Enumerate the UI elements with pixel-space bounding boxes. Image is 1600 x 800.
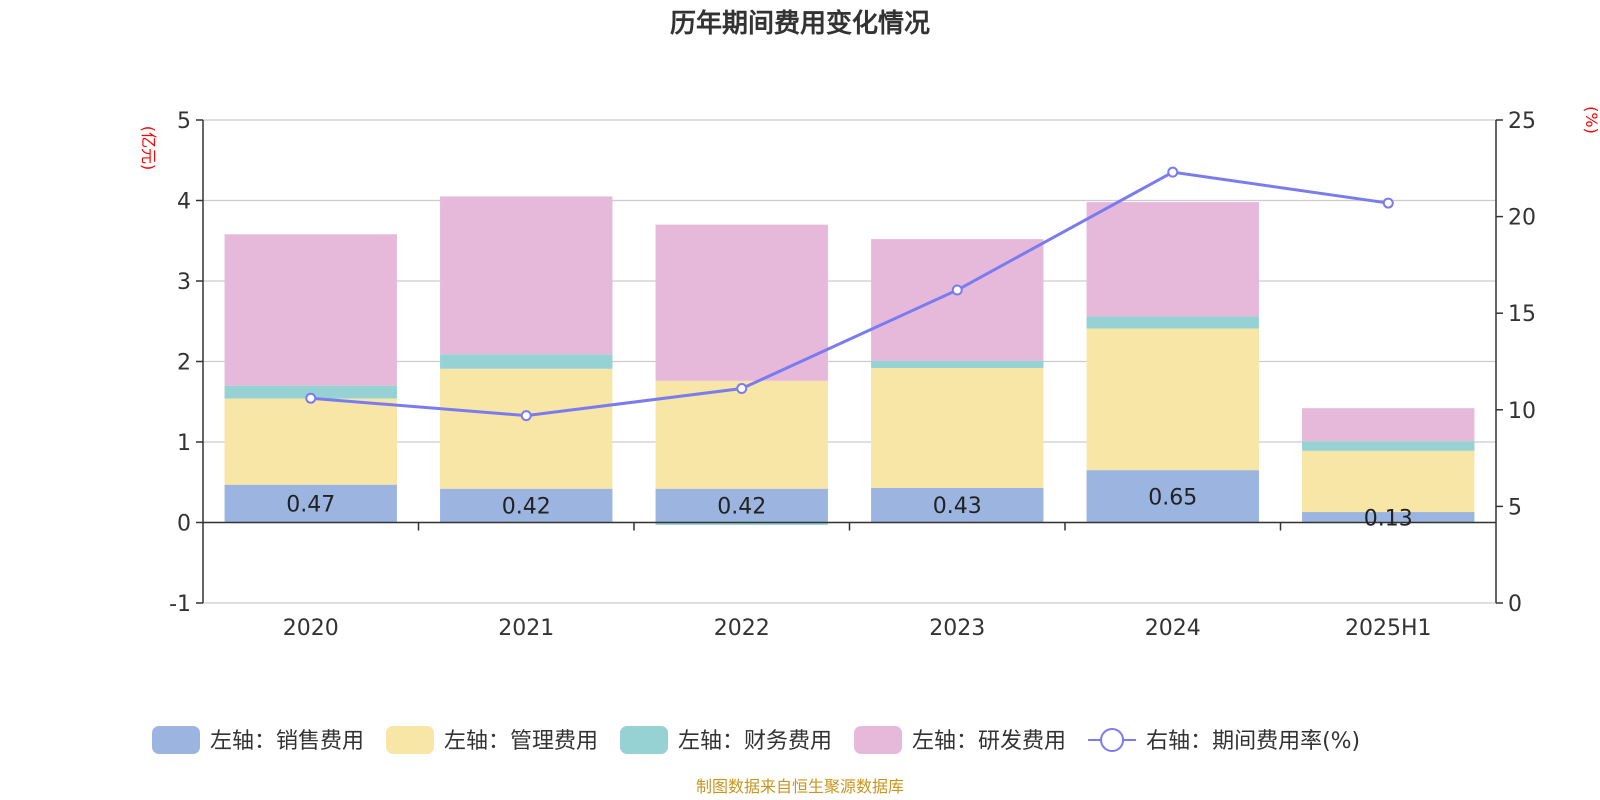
data-label: 0.42 bbox=[717, 495, 766, 520]
legend-label: 右轴：期间费用率(%) bbox=[1146, 729, 1360, 754]
bar-segment bbox=[1086, 316, 1259, 329]
left-tick-label: 4 bbox=[177, 190, 191, 215]
rate-line bbox=[305, 166, 1394, 422]
right-tick-label: 20 bbox=[1508, 206, 1536, 231]
left-tick-label: 5 bbox=[177, 109, 191, 134]
bar-segment bbox=[224, 398, 397, 485]
right-tick-label: 15 bbox=[1508, 302, 1536, 327]
legend-item: 左轴：财务费用 bbox=[620, 726, 832, 754]
bar-segment bbox=[1302, 408, 1475, 442]
data-label: 0.13 bbox=[1364, 506, 1413, 531]
legend-swatch bbox=[620, 726, 669, 754]
bar-segment bbox=[440, 488, 613, 523]
bar-segment bbox=[655, 488, 828, 523]
chart-title: 历年期间费用变化情况 bbox=[670, 8, 930, 39]
legend-marker-swatch bbox=[1100, 728, 1125, 752]
legend-item: 右轴：期间费用率(%) bbox=[1088, 728, 1360, 754]
data-label: 0.42 bbox=[502, 495, 551, 520]
legend-label: 左轴：销售费用 bbox=[210, 729, 364, 754]
source-note: 制图数据来自恒生聚源数据库 bbox=[696, 777, 904, 796]
category-label: 2020 bbox=[283, 616, 339, 641]
bar-segment bbox=[440, 196, 613, 355]
left-tick-label: 2 bbox=[177, 351, 191, 376]
bar-segment bbox=[1302, 441, 1475, 451]
category-label: 2021 bbox=[498, 616, 554, 641]
bar-segment bbox=[1086, 470, 1259, 523]
left-tick-label: -1 bbox=[169, 592, 191, 617]
bar-segment bbox=[871, 367, 1044, 488]
rate-polyline bbox=[310, 170, 1389, 418]
left-tick-label: 1 bbox=[177, 431, 191, 456]
legend-label: 左轴：管理费用 bbox=[444, 729, 598, 754]
category-label: 2022 bbox=[714, 616, 770, 641]
data-label: 0.47 bbox=[286, 493, 335, 518]
axes bbox=[196, 119, 1503, 604]
category-label: 2025H1 bbox=[1345, 616, 1432, 641]
bar-segment bbox=[1086, 202, 1259, 317]
bar-segment bbox=[1086, 328, 1259, 471]
rate-point bbox=[1382, 197, 1394, 209]
legend-item: 左轴：研发费用 bbox=[854, 726, 1066, 754]
rate-point bbox=[1167, 166, 1179, 178]
legend-swatch bbox=[152, 726, 200, 754]
legend-label: 左轴：研发费用 bbox=[912, 729, 1066, 754]
data-label: 0.43 bbox=[933, 494, 982, 519]
bar-segment bbox=[440, 354, 613, 369]
left-tick-label: 3 bbox=[177, 270, 191, 295]
bar-segment bbox=[871, 487, 1044, 523]
category-label: 2024 bbox=[1145, 616, 1201, 641]
right-axis-unit: (%) bbox=[1582, 106, 1600, 134]
left-axis-unit: (亿元) bbox=[139, 126, 158, 171]
bar-segment bbox=[224, 385, 397, 399]
rate-point bbox=[520, 410, 532, 422]
right-tick-label: 25 bbox=[1508, 109, 1536, 134]
legend-swatch bbox=[386, 726, 435, 754]
bar-segment bbox=[224, 484, 397, 523]
data-labels: 0.47 0.42 0.42 0.43 0.65 0.13 bbox=[286, 485, 1412, 531]
bar-segment bbox=[655, 224, 828, 381]
legend-item: 左轴：管理费用 bbox=[386, 726, 598, 754]
bar-segment bbox=[1302, 512, 1475, 523]
bar-segment bbox=[655, 380, 828, 489]
bars bbox=[224, 196, 1475, 525]
legend-swatch bbox=[854, 726, 903, 754]
left-tick-label: 0 bbox=[177, 512, 191, 537]
bar-segment bbox=[655, 522, 828, 525]
bar-segment bbox=[440, 368, 613, 489]
bar-segment bbox=[224, 234, 397, 386]
bar-segment bbox=[1302, 450, 1475, 513]
legend-label: 左轴：财务费用 bbox=[678, 729, 832, 754]
right-tick-label: 0 bbox=[1508, 592, 1522, 617]
legend-item: 左轴：销售费用 bbox=[152, 726, 364, 754]
right-tick-label: 10 bbox=[1508, 399, 1536, 424]
bar-segment bbox=[871, 360, 1044, 368]
rate-point bbox=[736, 383, 748, 395]
category-label: 2023 bbox=[929, 616, 985, 641]
right-tick-label: 5 bbox=[1508, 495, 1522, 520]
legend: 左轴：销售费用 左轴：管理费用 左轴：财务费用 左轴：研发费用 右轴：期间费用率(%) bbox=[152, 726, 1360, 754]
rate-point bbox=[305, 392, 317, 404]
rate-point bbox=[951, 284, 963, 296]
tick-labels: -1 0 1 2 3 4 5 0 5 10 15 20 25 2020 2021 2022 2023 2024 20… bbox=[169, 109, 1536, 641]
data-label: 0.65 bbox=[1148, 485, 1197, 510]
